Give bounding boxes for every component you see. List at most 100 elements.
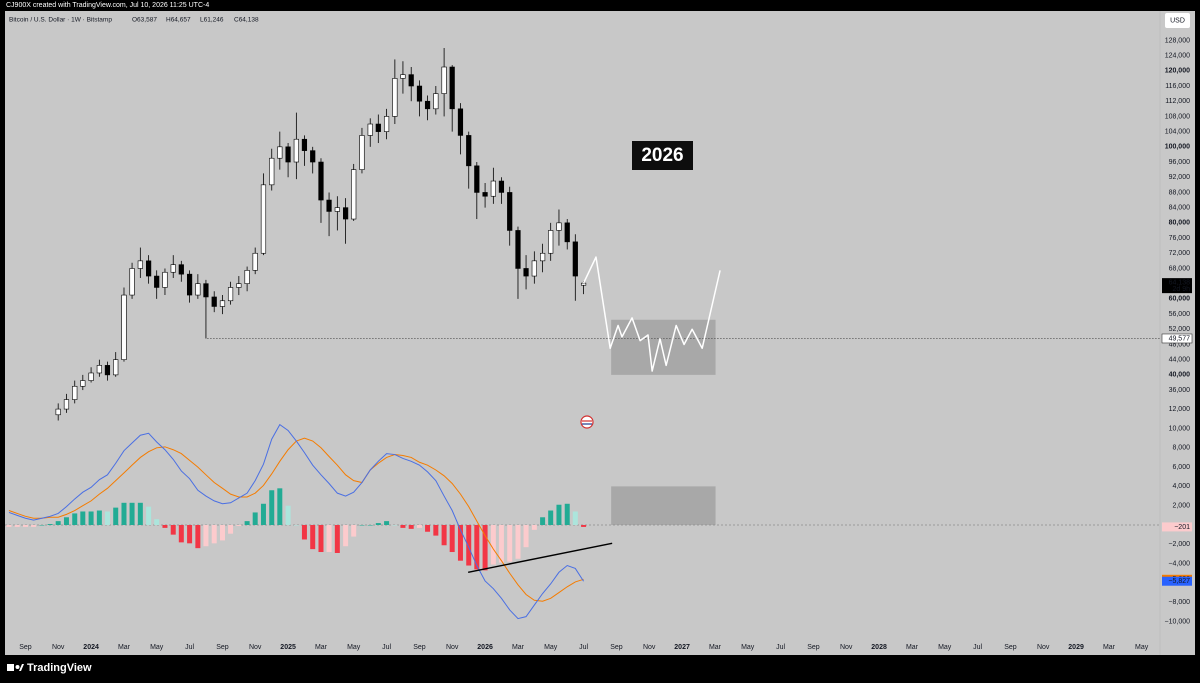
candle-body bbox=[178, 264, 184, 275]
histogram-bar bbox=[195, 524, 201, 549]
histogram-bar bbox=[88, 511, 94, 525]
histogram-bar bbox=[80, 511, 86, 525]
candle-body bbox=[301, 138, 308, 151]
x-tick-label: Mar bbox=[315, 644, 328, 651]
histogram-bar bbox=[416, 524, 422, 528]
y-tick-label: 48,000 bbox=[1169, 341, 1191, 348]
histogram-bar bbox=[203, 524, 209, 547]
ohlc-value: O63,587 bbox=[132, 17, 157, 24]
x-tick-label: Sep bbox=[19, 644, 32, 651]
x-tick-label: Nov bbox=[446, 644, 459, 651]
candle-body bbox=[219, 300, 226, 307]
x-tick-label: 2026 bbox=[477, 644, 493, 651]
histogram-bar bbox=[96, 510, 102, 525]
histogram-bar bbox=[187, 524, 193, 544]
x-tick-label: Mar bbox=[512, 644, 525, 651]
logo-mark bbox=[7, 664, 14, 671]
x-tick-label: 2027 bbox=[674, 644, 690, 651]
x-tick-label: Jul bbox=[185, 644, 194, 651]
histogram-bar bbox=[252, 512, 258, 525]
histogram-bar bbox=[113, 507, 119, 525]
histogram-bar bbox=[63, 517, 69, 525]
currency[interactable]: USD bbox=[1170, 17, 1185, 24]
candle-body bbox=[433, 93, 439, 110]
histogram-bar bbox=[146, 506, 152, 525]
histogram-bar bbox=[6, 524, 12, 527]
y-tick-label: 40,000 bbox=[1169, 372, 1191, 379]
histogram-bar bbox=[457, 524, 463, 561]
y-tick-label: 108,000 bbox=[1165, 113, 1190, 120]
candle-body bbox=[424, 100, 431, 110]
candle-body bbox=[548, 230, 554, 254]
y-tick-label: 120,000 bbox=[1165, 68, 1190, 75]
ohlc-value: L61,246 bbox=[200, 17, 224, 24]
x-tick-label: 2028 bbox=[871, 644, 887, 651]
x-tick-label: Jul bbox=[382, 644, 391, 651]
x-tick-label: Nov bbox=[249, 644, 262, 651]
candle-body bbox=[129, 268, 135, 296]
histogram-bar bbox=[384, 521, 390, 525]
histogram-bar bbox=[39, 524, 45, 526]
candle-body bbox=[498, 180, 505, 193]
y-tick-label: 100,000 bbox=[1165, 144, 1190, 151]
trendline bbox=[468, 542, 613, 573]
x-tick-label: Mar bbox=[906, 644, 919, 651]
y-tick-label: 128,000 bbox=[1165, 37, 1190, 44]
macd-tick-label: 2,000 bbox=[1172, 503, 1190, 510]
histogram-bar bbox=[490, 524, 496, 565]
y-tick-label: 124,000 bbox=[1165, 52, 1190, 59]
candle-body bbox=[113, 359, 119, 376]
zone bbox=[611, 486, 716, 525]
y-tick-label: 96,000 bbox=[1169, 159, 1191, 166]
logo-mark bbox=[15, 665, 20, 669]
projection-line bbox=[582, 256, 721, 372]
candle-body bbox=[531, 260, 537, 277]
y-tick-label: 60,000 bbox=[1169, 296, 1191, 303]
histogram-bar bbox=[375, 523, 381, 525]
candle-body bbox=[195, 283, 201, 296]
last-price-label: 64,138 bbox=[1169, 279, 1191, 286]
candle-body bbox=[72, 385, 78, 400]
histogram-bar bbox=[326, 524, 332, 553]
histogram-bar bbox=[556, 504, 562, 525]
histogram-bar bbox=[359, 524, 365, 526]
y-tick-label: 92,000 bbox=[1169, 174, 1191, 181]
logo bbox=[7, 664, 24, 671]
candle-body bbox=[334, 207, 340, 212]
histogram-bar bbox=[564, 503, 570, 525]
x-tick-label: Nov bbox=[52, 644, 65, 651]
annotation-box bbox=[632, 141, 693, 170]
histogram-bar bbox=[548, 510, 554, 525]
candle-body bbox=[466, 135, 472, 167]
histogram-bar bbox=[236, 524, 242, 526]
histogram-bar bbox=[523, 524, 529, 548]
y-tick-label: 104,000 bbox=[1165, 128, 1190, 135]
candle-body bbox=[80, 380, 86, 387]
symbol: Bitcoin / U.S. Dollar · 1W · Bitstamp bbox=[9, 17, 112, 24]
candle-body bbox=[260, 184, 267, 254]
x-tick-label: Mar bbox=[709, 644, 722, 651]
candle-body bbox=[137, 260, 143, 269]
ohlc-value: H64,657 bbox=[166, 17, 191, 24]
histogram-bar bbox=[367, 524, 373, 526]
y-tick-label: 36,000 bbox=[1169, 387, 1191, 394]
y-tick-label: 80,000 bbox=[1169, 220, 1191, 227]
histogram-bar bbox=[482, 524, 488, 571]
candle-body bbox=[515, 230, 521, 269]
histogram-bar bbox=[507, 524, 513, 562]
candle-body bbox=[293, 138, 299, 163]
x-tick-label: May bbox=[150, 644, 164, 651]
candle-body bbox=[121, 294, 127, 360]
histogram-bar bbox=[277, 488, 283, 525]
macd-tick-label: 8,000 bbox=[1172, 445, 1190, 452]
x-tick-label: May bbox=[741, 644, 755, 651]
y-tick-label: 116,000 bbox=[1165, 83, 1190, 90]
currency-button[interactable] bbox=[1165, 13, 1190, 28]
candle-body bbox=[252, 252, 258, 271]
y-tick-label: 68,000 bbox=[1169, 265, 1191, 272]
candle-body bbox=[474, 165, 480, 193]
candle-body bbox=[285, 146, 291, 163]
histogram-bar bbox=[104, 511, 110, 525]
histogram-bar bbox=[425, 524, 431, 532]
